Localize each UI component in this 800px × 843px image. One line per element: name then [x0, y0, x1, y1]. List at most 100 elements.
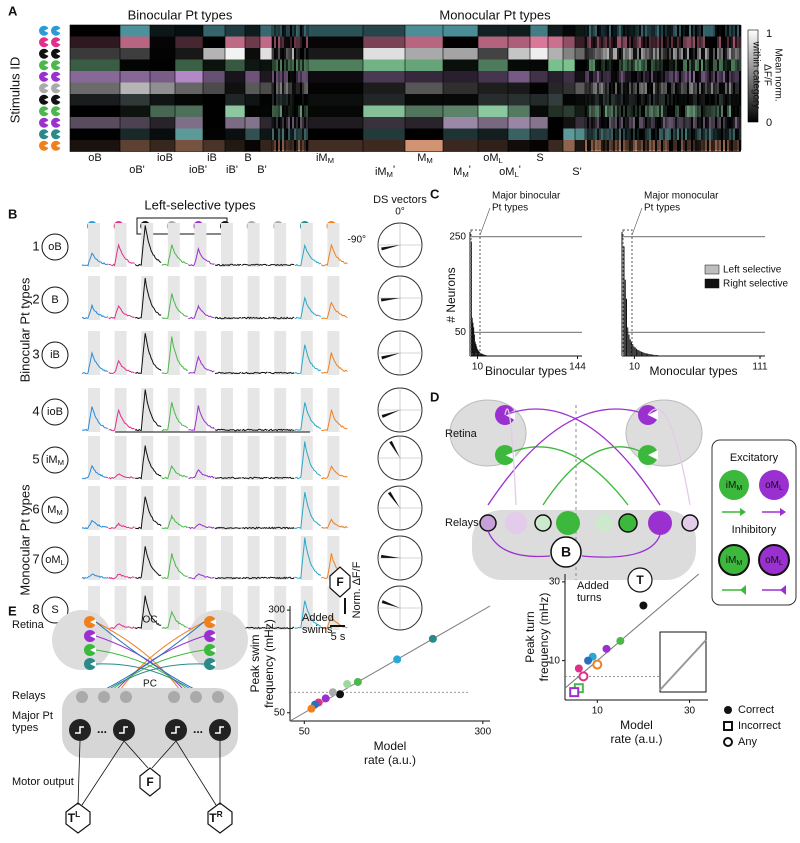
icon-notch — [648, 410, 658, 420]
heatmap-cell — [693, 36, 695, 48]
heatmap-cell — [733, 71, 735, 83]
heatmap-cell — [613, 140, 615, 152]
heatmap-cell — [563, 128, 575, 140]
highlight-box — [470, 229, 481, 355]
heatmap-cell — [679, 94, 681, 106]
heatmap-cell — [669, 82, 671, 94]
heatmap-cell — [150, 71, 175, 83]
heatmap-cell — [647, 82, 649, 94]
icon-notch — [56, 120, 61, 126]
heatmap-cell — [225, 140, 245, 152]
heatmap-cell — [276, 94, 278, 106]
heatmap-cell — [733, 59, 735, 71]
axis-label: Model — [620, 718, 653, 732]
stimulus-band — [194, 388, 207, 432]
heatmap-cell — [595, 25, 597, 37]
icon-notch — [44, 120, 49, 126]
heatmap-cell — [276, 25, 278, 37]
heatmap-cell — [605, 105, 607, 117]
heatmap-cell — [643, 36, 645, 48]
point — [328, 688, 337, 697]
trace — [108, 242, 135, 267]
trace — [188, 304, 215, 320]
heatmap-cell — [689, 36, 691, 48]
heatmap-cell — [280, 82, 282, 94]
heatmap-cell — [729, 94, 731, 106]
heatmap-cell — [631, 128, 633, 140]
heatmap-cell — [278, 59, 280, 71]
heatmap-cell — [701, 25, 703, 37]
heatmap-cell — [548, 117, 563, 129]
heatmap-cell — [478, 25, 508, 37]
heatmap-cell — [629, 140, 631, 152]
heatmap-cell — [478, 117, 508, 129]
heatmap-cell — [677, 140, 679, 152]
icon-notch — [90, 661, 96, 667]
annotation: swims — [302, 624, 333, 636]
type-label: MM' — [453, 164, 471, 179]
trace — [161, 553, 188, 579]
heatmap-cell — [294, 71, 296, 83]
heatmap-cell — [651, 59, 653, 71]
heatmap-cell — [70, 59, 120, 71]
heatmap-cell — [709, 117, 711, 129]
heatmap-cell — [641, 128, 643, 140]
trace — [134, 595, 162, 630]
heatmap-cell — [713, 94, 715, 106]
heatmap-cell — [587, 36, 589, 48]
heatmap-cell — [280, 140, 282, 152]
heatmap-cell — [657, 105, 659, 117]
stimulus-band — [167, 223, 180, 267]
heatmap-cell — [635, 36, 637, 48]
heatmap-cell — [713, 59, 715, 71]
heatmap-cell — [725, 36, 727, 48]
heatmap-cell — [306, 105, 308, 117]
heatmap-cell — [617, 140, 619, 152]
heatmap-cell — [683, 82, 685, 94]
heatmap-cell — [589, 94, 591, 106]
heatmap-cell — [687, 94, 689, 106]
heatmap-cell — [677, 82, 679, 94]
bar — [479, 353, 481, 356]
heatmap-cell — [653, 94, 655, 106]
label-sub: L — [779, 560, 783, 567]
point — [616, 636, 625, 645]
heatmap-cell — [675, 117, 677, 129]
heatmap-cell — [661, 117, 663, 129]
axis-label: Stimulus ID — [7, 57, 22, 123]
heatmap-cell — [737, 82, 739, 94]
heatmap-cell — [625, 71, 627, 83]
heatmap-cell — [284, 105, 286, 117]
label-sup: R — [217, 809, 223, 819]
heatmap-cell — [729, 36, 731, 48]
heatmap-cell — [715, 48, 717, 60]
heatmap-cell — [290, 140, 292, 152]
heatmap-cell — [615, 36, 617, 48]
heatmap-cell — [671, 48, 673, 60]
heatmap-cell — [619, 82, 621, 94]
heatmap-cell — [585, 94, 587, 106]
heatmap-cell — [629, 128, 631, 140]
heatmap-cell — [649, 117, 651, 129]
trace — [241, 476, 268, 480]
heatmap-cell — [306, 59, 308, 71]
heatmap-cell — [629, 82, 631, 94]
heatmap-cell — [639, 71, 641, 83]
heatmap-cell — [649, 48, 651, 60]
y-tick-label: 250 — [449, 231, 466, 242]
heatmap-cell — [405, 82, 443, 94]
heatmap-cell — [723, 25, 725, 37]
bar — [627, 327, 629, 356]
heatmap-cell — [635, 94, 637, 106]
heatmap-cell — [665, 71, 667, 83]
heatmap-cell — [619, 117, 621, 129]
heatmap-cell — [695, 94, 697, 106]
heatmap-cell — [737, 71, 739, 83]
heatmap-cell — [627, 48, 629, 60]
heatmap-cell — [405, 48, 443, 60]
heatmap-cell — [707, 94, 709, 106]
heatmap-cell — [548, 48, 563, 60]
heatmap-cell — [605, 128, 607, 140]
heatmap-cell — [294, 140, 296, 152]
heatmap-cell — [705, 71, 707, 83]
